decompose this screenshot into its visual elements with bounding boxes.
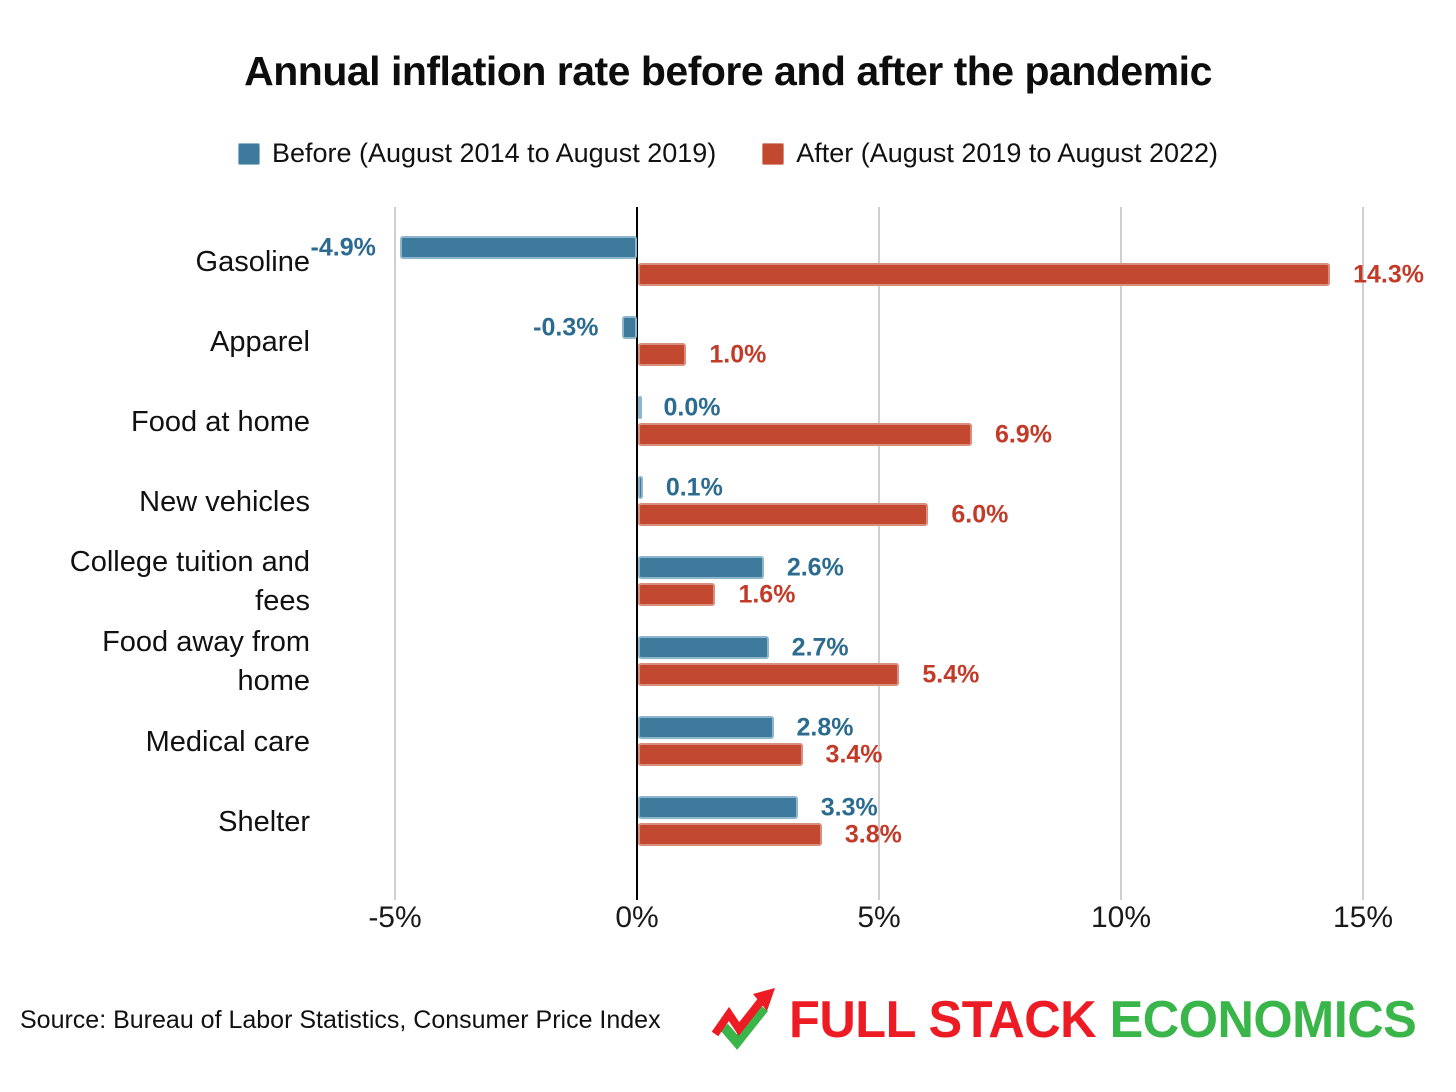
- value-label-before-shelter: 3.3%: [820, 793, 878, 821]
- before-swatch-icon: [237, 142, 260, 165]
- category-label-food-away-from-home: Food away from home: [102, 626, 310, 697]
- bar-before-medical-care: [638, 716, 774, 739]
- after-swatch-icon: [762, 142, 785, 165]
- gridline--5%: [394, 207, 396, 900]
- value-label-after-shelter: 3.8%: [844, 820, 902, 848]
- value-label-after-medical-care: 3.4%: [825, 740, 883, 768]
- category-label-apparel: Apparel: [210, 325, 310, 358]
- bar-after-apparel: [638, 343, 687, 366]
- arrow-check-icon: [711, 988, 776, 1050]
- logo-fullstack: FULL STACK: [789, 991, 1097, 1049]
- category-label-shelter: Shelter: [218, 805, 310, 838]
- value-label-after-gasoline: 14.3%: [1353, 260, 1424, 288]
- bar-after-food-at-home: [638, 423, 972, 446]
- x-tick-label: -5%: [368, 901, 422, 934]
- legend-label-after: After (August 2019 to August 2022): [796, 138, 1219, 168]
- gridline-10%: [1120, 207, 1122, 900]
- category-label-medical-care: Medical care: [145, 725, 310, 758]
- value-label-after-apparel: 1.0%: [709, 340, 767, 368]
- bar-after-new-vehicles: [638, 503, 929, 526]
- value-label-before-college-tuition-and-fees: 2.6%: [786, 553, 844, 581]
- value-label-before-medical-care: 2.8%: [796, 713, 854, 741]
- x-tick-label: 10%: [1090, 901, 1152, 934]
- bar-after-food-away-from-home: [638, 663, 900, 686]
- bar-after-gasoline: [638, 263, 1331, 286]
- source-note: Source: Bureau of Labor Statistics, Cons…: [20, 1005, 661, 1034]
- value-label-before-gasoline: -4.9%: [310, 233, 376, 261]
- value-label-before-apparel: -0.3%: [533, 313, 599, 341]
- x-tick-label: 0%: [615, 901, 659, 934]
- logo-text: FULL STACK ECONOMICS: [789, 990, 1417, 1050]
- value-label-after-food-at-home: 6.9%: [994, 420, 1052, 448]
- value-label-after-food-away-from-home: 5.4%: [922, 660, 980, 688]
- fullstack-economics-logo: FULL STACK ECONOMICS: [711, 987, 1436, 1053]
- bar-before-food-away-from-home: [638, 636, 769, 659]
- bar-before-new-vehicles: [638, 476, 643, 499]
- bar-before-college-tuition-and-fees: [638, 556, 764, 579]
- zero-axis-line: [636, 207, 638, 900]
- legend: Before (August 2014 to August 2019) Afte…: [0, 138, 1456, 169]
- value-label-before-food-at-home: 0.0%: [663, 393, 721, 421]
- bar-before-apparel: [622, 316, 637, 339]
- value-label-before-food-away-from-home: 2.7%: [791, 633, 849, 661]
- category-label-gasoline: Gasoline: [195, 245, 310, 278]
- category-label-food-at-home: Food at home: [131, 405, 310, 438]
- value-label-after-new-vehicles: 6.0%: [951, 500, 1009, 528]
- gridline-5%: [878, 207, 880, 900]
- bar-after-college-tuition-and-fees: [638, 583, 716, 606]
- legend-item-after: After (August 2019 to August 2022): [762, 138, 1218, 169]
- x-tick-label: 5%: [857, 901, 901, 934]
- x-tick-label: 15%: [1332, 901, 1394, 934]
- value-label-before-new-vehicles: 0.1%: [665, 473, 723, 501]
- category-label-college-tuition-and-fees: College tuition and fees: [69, 546, 310, 617]
- bar-chart: -5% 0% 5% 10% 15% Gasoline -4.9% 14.3% Apparel -0…: [0, 207, 1456, 934]
- bar-after-shelter: [638, 823, 822, 846]
- bar-before-shelter: [638, 796, 798, 819]
- category-label-new-vehicles: New vehicles: [139, 485, 310, 518]
- legend-label-before: Before (August 2014 to August 2019): [271, 138, 717, 168]
- gridline-15%: [1362, 207, 1364, 900]
- chart-title: Annual inflation rate before and after t…: [244, 48, 1212, 94]
- bar-before-food-at-home: [638, 396, 642, 419]
- bar-before-gasoline: [399, 236, 637, 259]
- footer: Source: Bureau of Labor Statistics, Cons…: [0, 980, 1456, 1060]
- bar-after-medical-care: [638, 743, 803, 766]
- logo-economics: ECONOMICS: [1109, 991, 1417, 1049]
- value-label-after-college-tuition-and-fees: 1.6%: [738, 580, 796, 608]
- legend-item-before: Before (August 2014 to August 2019): [237, 138, 717, 169]
